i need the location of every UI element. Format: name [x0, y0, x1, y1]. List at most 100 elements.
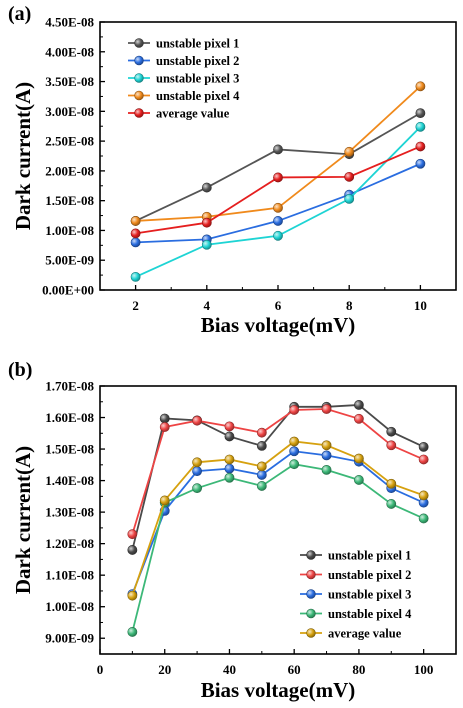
- series-line: [131, 450, 425, 595]
- x-tick-label: 60: [288, 662, 301, 677]
- legend-marker: [306, 589, 316, 599]
- legend: unstable pixel 1 unstable pixel 2 unstable…: [128, 37, 240, 121]
- y-tick-label: 1.00E-08: [45, 599, 94, 614]
- legend-label: unstable pixel 1: [328, 549, 411, 563]
- y-tick-label: 2.00E-08: [45, 163, 94, 178]
- data-point: [386, 499, 397, 509]
- data-point: [354, 413, 364, 424]
- data-point: [321, 404, 332, 414]
- y-axis-label: Dark current(A): [11, 446, 35, 594]
- data-point: [256, 481, 267, 491]
- series-unstable-pixel-3: [130, 121, 426, 282]
- data-point: [289, 459, 300, 470]
- data-point: [415, 141, 426, 152]
- data-point: [130, 228, 141, 239]
- x-axis-label: Bias voltage(mV): [201, 678, 356, 702]
- data-point: [192, 457, 202, 468]
- legend-label: average value: [156, 107, 230, 121]
- chart-panel-b: (b) 9.00E-09 1.00E-08 1.10E-08 1.20E-08 1.30E…: [8, 359, 457, 702]
- legend-marker: [134, 73, 144, 83]
- y-tick-label: 0.00E+00: [42, 283, 94, 298]
- y-tick-label: 1.50E-08: [45, 442, 94, 457]
- x-tick-label: 80: [352, 662, 365, 677]
- data-point: [201, 217, 212, 228]
- data-point: [415, 81, 426, 92]
- series-line: [131, 403, 425, 551]
- data-point: [289, 405, 300, 415]
- data-point: [386, 478, 397, 489]
- data-point: [273, 230, 283, 241]
- x-tick-label: 2: [132, 298, 139, 313]
- data-point: [130, 237, 141, 248]
- data-point: [127, 529, 138, 540]
- data-point: [159, 422, 170, 432]
- y-tick-label: 1.60E-08: [45, 410, 94, 425]
- legend-marker: [306, 569, 316, 580]
- data-point: [418, 441, 429, 452]
- x-tick-label: 8: [346, 298, 353, 313]
- data-point: [418, 454, 429, 465]
- data-point: [415, 158, 426, 169]
- series-average-value: [130, 141, 426, 239]
- panel-label: (b): [8, 359, 32, 381]
- data-point: [192, 466, 202, 477]
- data-point: [354, 475, 364, 485]
- data-point: [415, 108, 426, 119]
- data-point: [127, 545, 138, 555]
- data-point: [344, 146, 355, 157]
- data-point: [321, 450, 332, 461]
- data-point: [386, 426, 397, 437]
- y-axis-label: Dark current(A): [11, 82, 35, 230]
- series-line: [131, 408, 424, 535]
- data-point: [273, 202, 283, 213]
- data-point: [418, 513, 429, 524]
- legend-label: unstable pixel 1: [156, 37, 239, 51]
- data-point: [321, 440, 332, 451]
- x-tick-label: 0: [97, 662, 104, 677]
- y-tick-label: 1.70E-08: [45, 379, 94, 394]
- data-point: [344, 171, 355, 182]
- y-tick-label: 3.00E-08: [45, 104, 94, 119]
- legend-marker: [306, 608, 316, 619]
- y-tick-label: 2.50E-08: [45, 134, 94, 149]
- data-point: [418, 490, 429, 501]
- data-point: [201, 182, 212, 193]
- data-point: [224, 472, 235, 483]
- series-average-value: [127, 436, 429, 601]
- legend-label: unstable pixel 4: [328, 607, 412, 621]
- data-point: [224, 431, 235, 442]
- data-point: [224, 463, 235, 474]
- data-point: [344, 193, 355, 204]
- legend: unstable pixel 1 unstable pixel 2 unstable…: [300, 549, 412, 641]
- data-point: [415, 121, 426, 132]
- data-point: [273, 144, 283, 155]
- data-point: [273, 216, 283, 226]
- plot-frame: [99, 385, 457, 655]
- data-point: [159, 495, 170, 506]
- legend-label: unstable pixel 2: [156, 54, 239, 68]
- legend-label: unstable pixel 3: [156, 72, 239, 86]
- data-point: [386, 440, 397, 451]
- y-tick-label: 4.50E-08: [45, 15, 94, 30]
- legend-marker: [134, 38, 144, 48]
- y-tick-label: 1.50E-08: [45, 193, 94, 208]
- data-point: [130, 271, 141, 282]
- legend-marker: [306, 628, 316, 638]
- data-point: [256, 470, 267, 480]
- y-tick-label: 5.00E-09: [45, 253, 94, 268]
- data-point: [256, 441, 267, 451]
- legend-label: average value: [328, 627, 402, 641]
- data-point: [127, 590, 138, 601]
- data-point: [130, 216, 141, 226]
- y-tick-label: 4.00E-08: [45, 44, 94, 59]
- panel-label: (a): [8, 3, 31, 25]
- data-point: [354, 453, 364, 464]
- series-unstable-pixel-4: [130, 81, 426, 226]
- chart-panel-a: (a) 0.00E+00 5.00E-09 1.00E-08 1.50E-08 2.00E…: [8, 3, 457, 337]
- data-point: [321, 464, 332, 475]
- series-unstable-pixel-4: [127, 459, 429, 637]
- data-point: [289, 446, 300, 457]
- x-axis-label: Bias voltage(mV): [201, 313, 356, 337]
- legend-label: unstable pixel 3: [328, 588, 411, 602]
- y-tick-label: 1.20E-08: [45, 536, 94, 551]
